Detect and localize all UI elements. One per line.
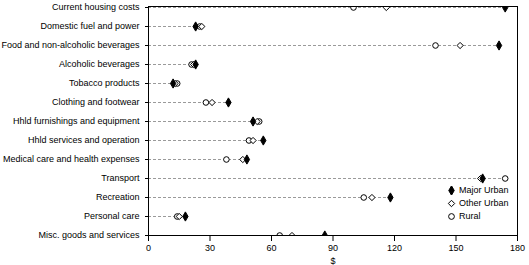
html-text:Other Urban: Other Urban (459, 198, 509, 208)
html-text:Major Urban: Major Urban (459, 185, 509, 195)
svg-text:Misc. goods and services: Misc. goods and services (38, 230, 140, 240)
svg-text:Clothing and footwear: Clothing and footwear (52, 97, 140, 107)
svg-text:Food and non-alcoholic beverag: Food and non-alcoholic beverages (1, 40, 140, 50)
svg-text:0: 0 (146, 243, 151, 253)
svg-text:$: $ (330, 256, 335, 265)
svg-text:Current housing costs: Current housing costs (52, 2, 140, 12)
svg-text:150: 150 (448, 243, 463, 253)
svg-text:Personal care: Personal care (84, 211, 140, 221)
svg-text:Tobacco products: Tobacco products (69, 78, 140, 88)
svg-text:Domestic fuel and power: Domestic fuel and power (40, 21, 139, 31)
svg-text:Recreation: Recreation (96, 192, 140, 202)
svg-text:90: 90 (328, 243, 338, 253)
svg-text:Hhld furnishings and equipment: Hhld furnishings and equipment (13, 116, 140, 126)
svg-text:Transport: Transport (101, 173, 140, 183)
svg-text:Medical care and health expens: Medical care and health expenses (3, 154, 140, 164)
svg-text:30: 30 (205, 243, 215, 253)
html-text:Rural: Rural (459, 211, 481, 221)
svg-text:Alcoholic beverages: Alcoholic beverages (59, 59, 140, 69)
svg-text:Hhld services and operation: Hhld services and operation (28, 135, 140, 145)
svg-text:60: 60 (266, 243, 276, 253)
svg-text:180: 180 (510, 243, 525, 253)
svg-text:120: 120 (387, 243, 402, 253)
